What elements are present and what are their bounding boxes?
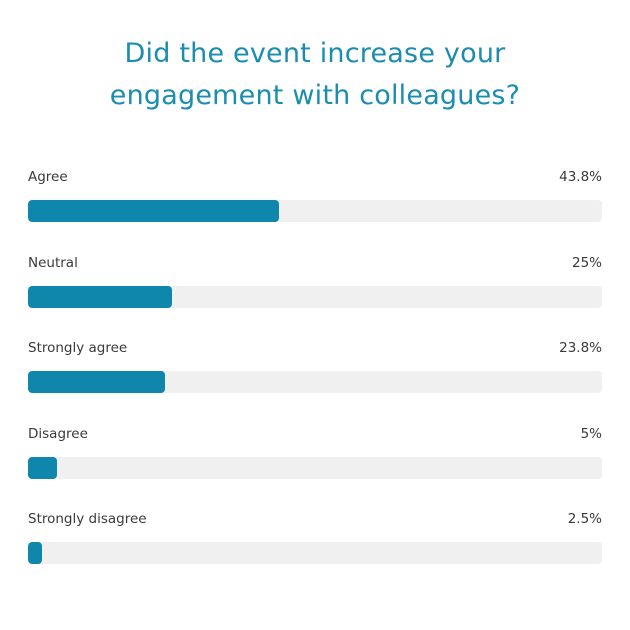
chart-title: Did the event increase your engagement w… (0, 33, 630, 117)
bar-category-label: Strongly agree (28, 340, 128, 356)
bar-value-label: 25% (571, 254, 602, 271)
bar-fill (28, 371, 165, 393)
bar-track (28, 200, 602, 222)
bar-track (28, 456, 602, 479)
bar-track (28, 285, 602, 308)
bar-value-label: 23.8% (559, 340, 602, 356)
bar-fill (28, 285, 172, 308)
bar-track (28, 542, 602, 564)
chart-title-line-1: Did the event increase your (124, 38, 506, 69)
bar-row: Strongly disagree 2.5% (28, 510, 602, 580)
bar-row: Agree 43.8% (28, 168, 602, 238)
bar-row: Strongly agree 23.8% (28, 339, 602, 409)
bar-fill (28, 456, 57, 479)
bar-fill (28, 200, 280, 222)
bar-value-label: 43.8% (559, 169, 602, 185)
bar-category-label: Strongly disagree (28, 511, 147, 527)
bar-fill (28, 542, 43, 564)
bar-row: Disagree 5% (28, 425, 602, 495)
bar-value-label: 5% (580, 425, 602, 442)
bar-category-label: Neutral (28, 254, 78, 271)
bar-value-label: 2.5% (567, 511, 602, 527)
bar-track (28, 371, 602, 393)
bar-row: Neutral 25% (28, 254, 602, 324)
bar-category-label: Disagree (28, 425, 88, 442)
chart-title-line-2: engagement with colleagues? (109, 80, 521, 111)
bar-category-label: Agree (28, 169, 68, 185)
